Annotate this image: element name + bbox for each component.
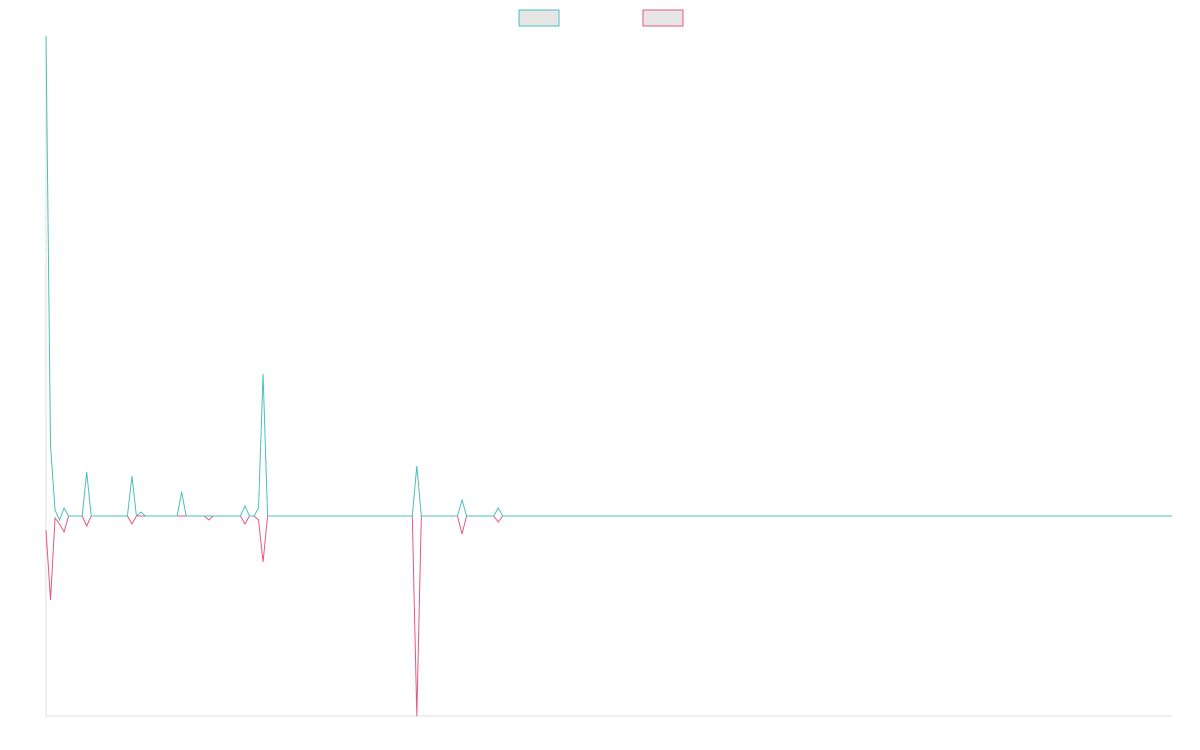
legend-swatch <box>642 9 684 27</box>
series-line <box>45 515 1172 717</box>
legend-swatch <box>518 9 560 27</box>
series-line <box>45 35 1172 522</box>
